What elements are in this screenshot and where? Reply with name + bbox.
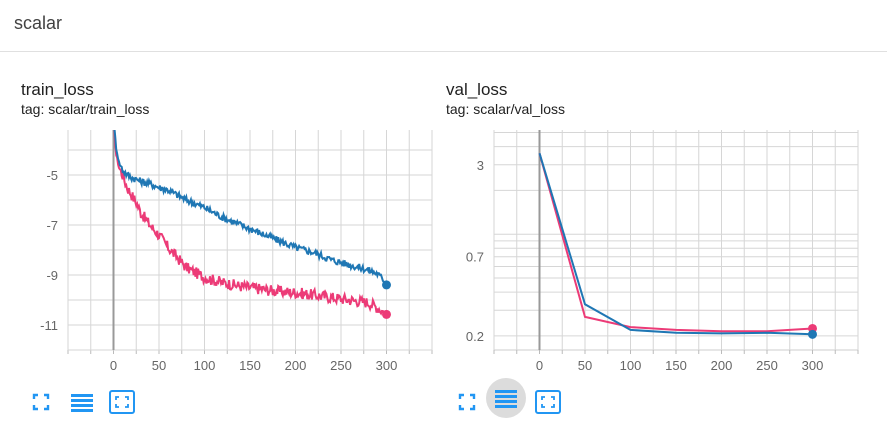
series-line — [538, 152, 813, 333]
toggle-list-button[interactable] — [68, 389, 96, 415]
list-icon — [71, 394, 93, 412]
list-icon — [495, 390, 517, 408]
y-tick-label: -5 — [46, 168, 58, 183]
x-tick-label: 250 — [756, 358, 778, 373]
x-tick-label: 150 — [239, 358, 261, 373]
fit-domain-button[interactable] — [534, 388, 562, 416]
y-tick-label: 0.2 — [466, 329, 484, 344]
app-header: scalar — [0, 0, 887, 52]
x-tick-label: 200 — [711, 358, 733, 373]
fullscreen-button[interactable] — [454, 389, 480, 415]
y-tick-label: -7 — [46, 218, 58, 233]
series-end-marker — [382, 280, 391, 290]
fullscreen-icon — [32, 393, 50, 411]
toggle-list-button[interactable] — [486, 378, 526, 418]
x-tick-label: 100 — [194, 358, 216, 373]
x-tick-label: 100 — [620, 358, 642, 373]
fit-screen-icon — [109, 390, 135, 414]
x-tick-label: 300 — [802, 358, 824, 373]
x-tick-label: 50 — [578, 358, 592, 373]
x-tick-label: 250 — [330, 358, 352, 373]
y-tick-label: 3 — [477, 158, 484, 173]
fit-domain-button[interactable] — [108, 388, 136, 416]
series-end-marker — [382, 309, 391, 319]
series-line — [113, 130, 388, 286]
page-title: scalar — [14, 13, 63, 33]
x-tick-label: 200 — [285, 358, 307, 373]
y-tick-label: 0.7 — [466, 250, 484, 265]
val-loss-chart[interactable]: 0 50 100 150 200 250 300 3 0.7 0.2 — [446, 52, 886, 440]
fullscreen-button[interactable] — [28, 389, 54, 415]
fit-screen-icon — [535, 390, 561, 414]
series-end-marker — [808, 329, 817, 339]
x-tick-label: 300 — [376, 358, 398, 373]
x-tick-label: 50 — [152, 358, 166, 373]
chart-title: val_loss — [446, 80, 508, 99]
chart-card-train-loss: train_loss tag: scalar/train_loss 0 50 100… — [0, 52, 440, 440]
series-line — [113, 130, 388, 316]
chart-tag: tag: scalar/train_loss — [21, 101, 150, 117]
chart-title: train_loss — [21, 80, 94, 99]
chart-tag: tag: scalar/val_loss — [446, 101, 566, 117]
y-tick-label: -9 — [46, 268, 58, 283]
x-tick-label: 150 — [665, 358, 687, 373]
chart-card-val-loss: val_loss tag: scalar/val_loss 0 50 100 150 2… — [446, 52, 886, 440]
x-tick-label: 0 — [536, 358, 543, 373]
x-tick-label: 0 — [110, 358, 117, 373]
series-line — [538, 152, 813, 336]
fullscreen-icon — [458, 393, 476, 411]
train-loss-chart[interactable]: 0 50 100 150 200 250 300 -5 -7 -9 -11 — [0, 52, 440, 440]
y-tick-label: -11 — [40, 318, 58, 333]
